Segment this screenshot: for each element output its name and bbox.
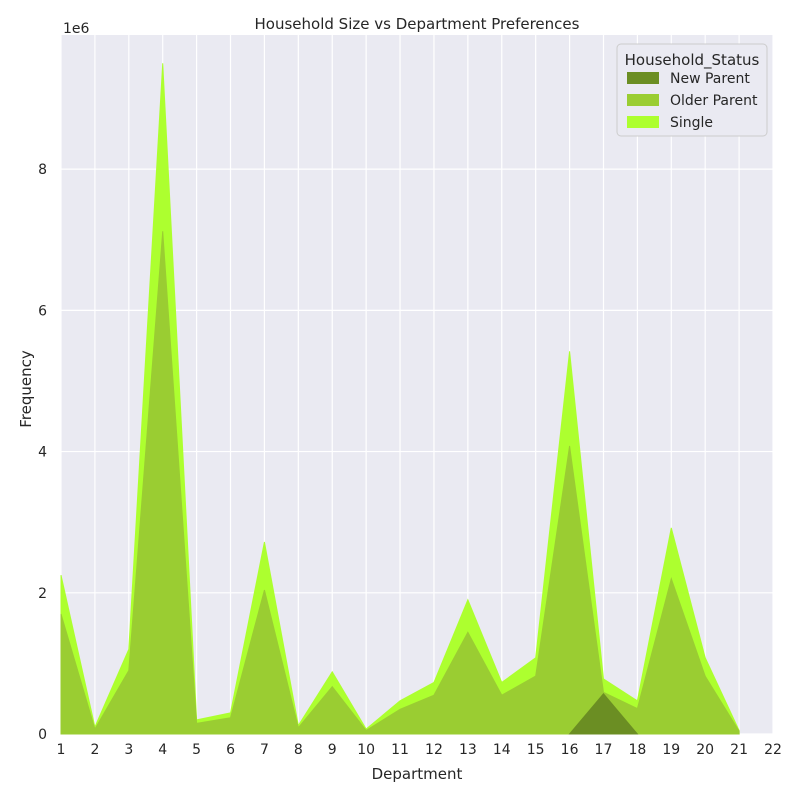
x-tick-label: 2 <box>90 742 99 758</box>
chart-title: Household Size vs Department Preferences <box>255 15 580 33</box>
y-tick-label: 6 <box>38 303 47 319</box>
legend-title: Household_Status <box>625 51 760 70</box>
legend-label: New Parent <box>670 71 750 87</box>
x-tick-label: 12 <box>425 742 443 758</box>
legend-box <box>616 43 768 137</box>
x-tick-label: 1 <box>57 742 66 758</box>
legend-label: Single <box>670 115 713 131</box>
x-tick-label: 15 <box>527 742 545 758</box>
y-tick-label: 8 <box>38 162 47 178</box>
x-tick-label: 9 <box>328 742 337 758</box>
legend-items: New Parent Older Parent Single <box>627 71 758 131</box>
x-tick-label: 14 <box>493 742 511 758</box>
area-series-new-parent <box>568 692 639 735</box>
x-tick-label: 18 <box>628 742 646 758</box>
legend-swatch <box>627 72 659 84</box>
y-tick-label: 4 <box>38 445 47 461</box>
gridlines <box>60 35 774 735</box>
x-tick-label: 13 <box>459 742 477 758</box>
y-offset-label: 1e6 <box>63 21 90 37</box>
legend-label: Older Parent <box>670 93 758 109</box>
legend-swatch <box>627 94 659 106</box>
y-tick-label: 0 <box>38 727 47 743</box>
legend: Household_Status New Parent Older Parent S… <box>616 43 768 137</box>
x-tick-label: 16 <box>561 742 579 758</box>
x-tick-label: 4 <box>158 742 167 758</box>
x-tick-label: 21 <box>730 742 748 758</box>
y-axis: 0 2 4 6 8 <box>38 162 47 743</box>
series-areas <box>60 63 740 735</box>
x-tick-label: 19 <box>662 742 680 758</box>
y-tick-label: 2 <box>38 586 47 602</box>
x-tick-label: 10 <box>357 742 375 758</box>
legend-swatch <box>627 116 659 128</box>
x-tick-label: 11 <box>391 742 409 758</box>
x-tick-label: 3 <box>124 742 133 758</box>
x-axis: 1 2 3 4 5 6 7 8 9 10 11 12 13 14 15 16 17 18 19 20 21 22 <box>57 742 782 758</box>
x-tick-label: 22 <box>764 742 782 758</box>
x-tick-label: 8 <box>294 742 303 758</box>
x-tick-label: 6 <box>226 742 235 758</box>
x-tick-label: 20 <box>696 742 714 758</box>
area-series-older-parent <box>60 231 740 735</box>
x-tick-label: 5 <box>192 742 201 758</box>
x-axis-title: Department <box>372 765 463 783</box>
x-tick-label: 17 <box>595 742 613 758</box>
y-axis-title: Frequency <box>17 350 35 428</box>
x-tick-label: 7 <box>260 742 269 758</box>
